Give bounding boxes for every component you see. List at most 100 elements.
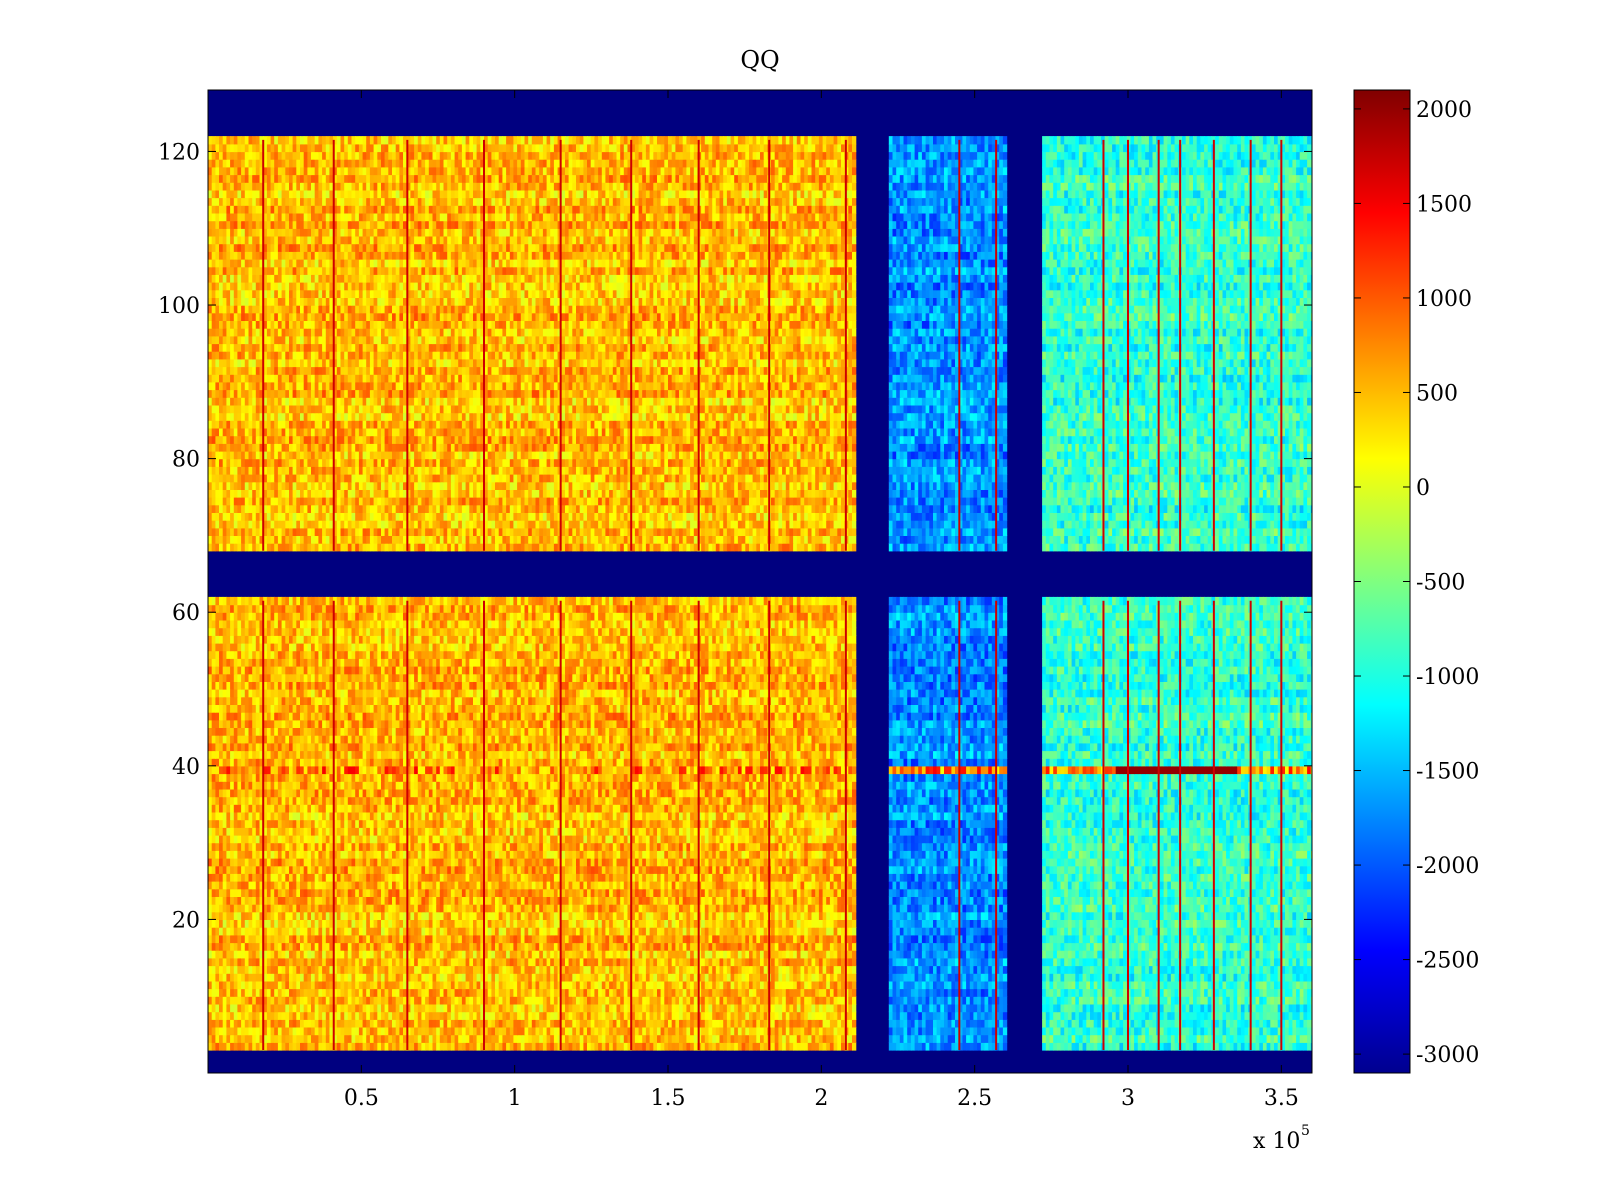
heatmap-cell [495,904,500,913]
heatmap-cell [344,1011,349,1020]
heatmap-cell [421,996,426,1005]
heatmap-cell [259,1034,264,1043]
heatmap-cell [340,888,345,897]
heatmap-cell [285,888,290,897]
heatmap-cell [314,850,319,859]
heatmap-cell [807,911,813,920]
heatmap-cell [270,911,275,920]
heatmap-cell [208,950,213,959]
heatmap-cell [800,865,805,874]
heatmap-cell [230,834,235,844]
heatmap-cell [384,834,389,844]
heatmap-cell [730,973,735,982]
heatmap-cell [410,950,415,959]
heatmap-cell [594,865,599,874]
heatmap-cell [587,919,592,928]
heatmap-cell [281,858,286,867]
heatmap-cell [215,904,220,913]
heatmap-cell [598,1003,603,1013]
heatmap-cell [841,850,846,859]
heatmap-cell [778,988,783,997]
heatmap-cell [539,904,544,913]
heatmap-cell [645,919,651,928]
heatmap-cell [778,996,783,1005]
heatmap-cell [826,980,831,990]
heatmap-cell [771,834,776,844]
heatmap-cell [535,927,540,936]
heatmap-cell [833,980,838,990]
heatmap-cell [818,1026,824,1036]
heatmap-cell [377,980,382,990]
heatmap-cell [355,888,360,897]
heatmap-cell [528,904,533,913]
heatmap-cell [274,834,279,844]
heatmap-cell [627,1042,632,1051]
heatmap-cell [726,881,732,890]
heatmap-cell [587,850,592,859]
heatmap-cell [841,950,846,959]
heatmap-cell [473,873,478,882]
heatmap-cell [583,973,588,982]
heatmap-cell [447,1011,452,1020]
heatmap-cell [612,942,618,951]
heatmap-cell [550,1042,555,1051]
heatmap-cell [796,1042,802,1051]
heatmap-cell [502,1026,507,1036]
heatmap-cell [388,988,393,997]
heatmap-cell [550,858,555,867]
heatmap-cell [756,1003,761,1013]
heatmap-cell [237,842,242,851]
heatmap-cell [351,1019,356,1028]
heatmap-cell [215,911,220,920]
heatmap-cell [653,865,658,874]
heatmap-cell [657,973,662,982]
heatmap-cell [638,834,643,844]
heatmap-cell [410,1019,415,1028]
heatmap-cell [638,950,643,959]
heatmap-cell [804,1011,809,1020]
heatmap-cell [763,934,768,944]
heatmap-cell [800,842,805,851]
heatmap-cell [612,996,618,1005]
heatmap-cell [568,888,573,897]
heatmap-cell [421,850,426,859]
heatmap-cell [498,904,503,913]
heatmap-cell [388,911,393,920]
heatmap-cell [833,896,838,905]
heatmap-cell [447,888,452,897]
heatmap-cell [362,1011,367,1020]
heatmap-cell [539,881,544,890]
heatmap-cell [300,1003,305,1013]
heatmap-cell [642,865,647,874]
heatmap-cell [737,965,743,974]
heatmap-cell [303,896,308,905]
heatmap-cell [366,942,371,951]
heatmap-cell [546,973,551,982]
heatmap-cell [399,927,404,936]
heatmap-cell [458,896,463,905]
heatmap-cell [417,904,423,913]
heatmap-cell [358,1011,364,1020]
heatmap-cell [322,1026,327,1036]
heatmap-cell [219,911,224,920]
heatmap-cell [657,988,662,997]
heatmap-cell [266,1003,272,1013]
heatmap-cell [737,996,743,1005]
heatmap-cell [248,927,253,936]
heatmap-cell [303,1011,308,1020]
heatmap-cell [447,957,452,967]
heatmap-cell [347,865,353,874]
heatmap-cell [450,1011,456,1020]
heatmap-cell [620,988,625,997]
heatmap-cell [690,919,695,928]
heatmap-cell [388,950,393,959]
heatmap-cell [539,996,544,1005]
heatmap-cell [800,881,805,890]
heatmap-cell [336,950,342,959]
heatmap-cell [495,1042,500,1051]
heatmap-cell [852,927,857,936]
heatmap-cell [664,934,669,944]
heatmap-cell [432,827,437,836]
heatmap-cell [686,865,691,874]
heatmap-cell [513,996,518,1005]
